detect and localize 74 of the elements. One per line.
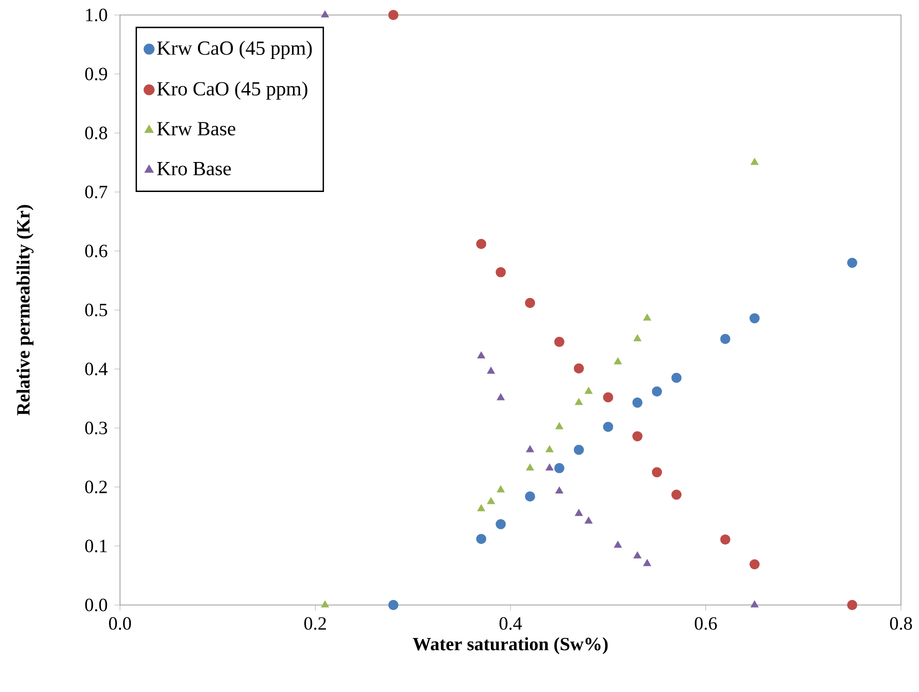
- point: [614, 540, 622, 548]
- point: [720, 334, 730, 344]
- point: [546, 464, 554, 471]
- point: [524, 491, 536, 502]
- point: [496, 393, 505, 400]
- point: [496, 267, 506, 278]
- y-tick-label: 0.7: [85, 186, 108, 198]
- point: [643, 314, 652, 321]
- point: [388, 600, 398, 610]
- point: [526, 464, 534, 471]
- point: [477, 351, 486, 358]
- point: [671, 490, 682, 500]
- point: [643, 559, 652, 566]
- point: [584, 516, 593, 524]
- point: [720, 534, 730, 545]
- x-tick-label: 0.6: [694, 617, 717, 630]
- point: [496, 519, 506, 530]
- point: [750, 313, 760, 324]
- y-tick-label: 0.4: [85, 362, 108, 376]
- x-tick-label: 0.0: [109, 617, 131, 630]
- point: [496, 485, 505, 492]
- point: [603, 392, 614, 402]
- point: [546, 445, 554, 452]
- legend-label: Kro CaO (45 ppm): [157, 81, 308, 100]
- point: [555, 486, 564, 494]
- point: [847, 258, 858, 268]
- point: [633, 551, 642, 558]
- x-tick-label: 0.4: [500, 617, 522, 630]
- point: [671, 372, 682, 383]
- point: [477, 504, 486, 512]
- point: [487, 366, 495, 374]
- point: [555, 422, 564, 430]
- x-axis-title: Water saturation (Sw%): [412, 637, 608, 654]
- point: [652, 386, 662, 396]
- point: [750, 600, 759, 608]
- y-tick-label: 0.3: [85, 422, 108, 434]
- y-tick-label: 0.1: [85, 540, 107, 552]
- point: [652, 467, 662, 478]
- legend-label: Krw CaO (45 ppm): [157, 40, 312, 59]
- point: [632, 431, 642, 442]
- point: [750, 158, 759, 165]
- x-tick-label: 0.2: [304, 617, 326, 630]
- point: [633, 334, 642, 342]
- y-tick-label: 1.0: [86, 8, 108, 22]
- y-tick-label: 0.6: [85, 244, 108, 258]
- point: [750, 559, 760, 570]
- point: [632, 398, 642, 408]
- point: [614, 357, 622, 364]
- point: [321, 600, 329, 608]
- legend-label: Krw Base: [157, 122, 236, 136]
- point: [574, 398, 583, 406]
- x-tick-label: 0.8: [890, 617, 912, 630]
- y-tick-label: 0.8: [85, 126, 108, 140]
- point: [321, 10, 329, 18]
- point: [574, 363, 584, 374]
- point: [574, 509, 583, 516]
- point: [847, 600, 858, 610]
- point: [554, 336, 564, 347]
- y-tick-label: 0.5: [85, 304, 108, 316]
- point: [526, 445, 534, 452]
- point: [574, 444, 584, 455]
- y-tick-label: 0.0: [85, 598, 108, 612]
- point: [476, 534, 486, 544]
- point: [554, 463, 564, 474]
- legend-label: Kro Base: [157, 162, 231, 176]
- y-tick-label: 0.2: [85, 480, 107, 494]
- point: [524, 298, 536, 308]
- point: [487, 497, 495, 504]
- point: [584, 386, 593, 394]
- y-axis-title: Relative permeability (Kr): [16, 205, 34, 416]
- y-tick-label: 0.9: [85, 68, 108, 80]
- point: [603, 422, 614, 432]
- point: [476, 238, 486, 249]
- point: [388, 10, 398, 20]
